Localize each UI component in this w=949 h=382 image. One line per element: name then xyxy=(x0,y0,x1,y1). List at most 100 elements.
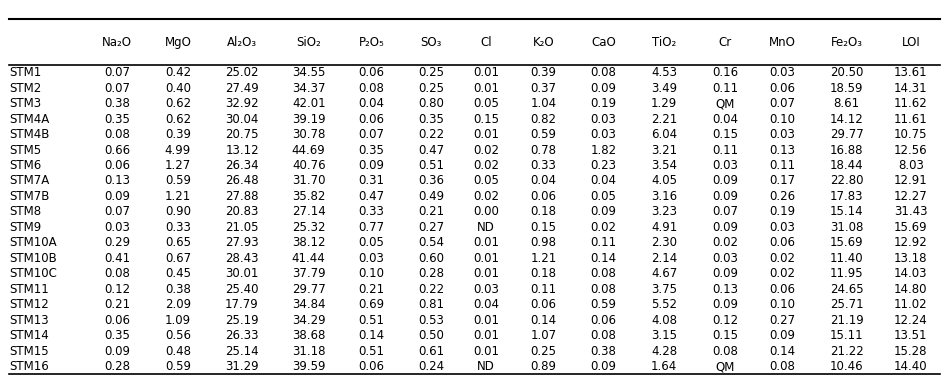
Text: 0.18: 0.18 xyxy=(530,267,556,280)
Text: 30.01: 30.01 xyxy=(225,267,259,280)
Text: 0.10: 0.10 xyxy=(770,113,795,126)
Text: 0.15: 0.15 xyxy=(530,221,556,234)
Text: 0.09: 0.09 xyxy=(590,82,616,95)
Text: 0.04: 0.04 xyxy=(473,298,499,311)
Text: 0.07: 0.07 xyxy=(103,82,130,95)
Text: 2.09: 2.09 xyxy=(165,298,191,311)
Text: 0.66: 0.66 xyxy=(103,144,130,157)
Text: 27.49: 27.49 xyxy=(225,82,259,95)
Text: 0.90: 0.90 xyxy=(165,206,191,219)
Text: 44.69: 44.69 xyxy=(292,144,326,157)
Text: CaO: CaO xyxy=(591,36,616,49)
Text: 18.44: 18.44 xyxy=(830,159,864,172)
Text: 0.22: 0.22 xyxy=(419,128,444,141)
Text: 5.52: 5.52 xyxy=(651,298,678,311)
Text: 26.48: 26.48 xyxy=(225,175,259,188)
Text: 0.21: 0.21 xyxy=(419,206,444,219)
Text: 0.07: 0.07 xyxy=(103,66,130,79)
Text: 0.39: 0.39 xyxy=(530,66,556,79)
Text: 12.91: 12.91 xyxy=(894,175,928,188)
Text: STM1: STM1 xyxy=(9,66,42,79)
Text: QM: QM xyxy=(716,97,735,110)
Text: 0.69: 0.69 xyxy=(358,298,384,311)
Text: Cl: Cl xyxy=(480,36,492,49)
Text: 6.04: 6.04 xyxy=(651,128,678,141)
Text: 0.19: 0.19 xyxy=(770,206,795,219)
Text: 28.43: 28.43 xyxy=(225,252,259,265)
Text: STM16: STM16 xyxy=(9,360,49,373)
Text: 0.09: 0.09 xyxy=(770,329,795,342)
Text: K₂O: K₂O xyxy=(532,36,554,49)
Text: 0.48: 0.48 xyxy=(165,345,191,358)
Text: 0.35: 0.35 xyxy=(104,113,130,126)
Text: 35.82: 35.82 xyxy=(292,190,326,203)
Text: 0.08: 0.08 xyxy=(359,82,384,95)
Text: 30.04: 30.04 xyxy=(225,113,259,126)
Text: 34.37: 34.37 xyxy=(292,82,326,95)
Text: 0.59: 0.59 xyxy=(530,128,556,141)
Text: STM7A: STM7A xyxy=(9,175,49,188)
Text: 0.04: 0.04 xyxy=(590,175,616,188)
Text: LOI: LOI xyxy=(902,36,921,49)
Text: 0.06: 0.06 xyxy=(359,360,384,373)
Text: 0.51: 0.51 xyxy=(359,345,384,358)
Text: MgO: MgO xyxy=(164,36,192,49)
Text: Na₂O: Na₂O xyxy=(102,36,132,49)
Text: 0.06: 0.06 xyxy=(590,314,616,327)
Text: 0.98: 0.98 xyxy=(530,236,556,249)
Text: 0.38: 0.38 xyxy=(165,283,191,296)
Text: 3.75: 3.75 xyxy=(651,283,678,296)
Text: STM14: STM14 xyxy=(9,329,49,342)
Text: 20.83: 20.83 xyxy=(225,206,259,219)
Text: 32.92: 32.92 xyxy=(225,97,259,110)
Text: 0.09: 0.09 xyxy=(590,360,616,373)
Text: 0.08: 0.08 xyxy=(713,345,738,358)
Text: 0.16: 0.16 xyxy=(712,66,738,79)
Text: SO₃: SO₃ xyxy=(420,36,442,49)
Text: 4.08: 4.08 xyxy=(651,314,678,327)
Text: 4.91: 4.91 xyxy=(651,221,678,234)
Text: 0.06: 0.06 xyxy=(359,113,384,126)
Text: 0.03: 0.03 xyxy=(770,128,795,141)
Text: 0.11: 0.11 xyxy=(770,159,795,172)
Text: 1.09: 1.09 xyxy=(165,314,191,327)
Text: 0.12: 0.12 xyxy=(103,283,130,296)
Text: 0.51: 0.51 xyxy=(419,159,444,172)
Text: 0.14: 0.14 xyxy=(530,314,556,327)
Text: 0.40: 0.40 xyxy=(165,82,191,95)
Text: 0.77: 0.77 xyxy=(358,221,384,234)
Text: 1.82: 1.82 xyxy=(590,144,616,157)
Text: 0.51: 0.51 xyxy=(359,314,384,327)
Text: STM10B: STM10B xyxy=(9,252,57,265)
Text: 0.33: 0.33 xyxy=(359,206,384,219)
Text: 0.09: 0.09 xyxy=(103,345,130,358)
Text: STM3: STM3 xyxy=(9,97,42,110)
Text: 39.59: 39.59 xyxy=(292,360,326,373)
Text: 0.28: 0.28 xyxy=(419,267,444,280)
Text: 0.60: 0.60 xyxy=(419,252,444,265)
Text: 2.21: 2.21 xyxy=(651,113,678,126)
Text: 0.38: 0.38 xyxy=(590,345,616,358)
Text: 0.08: 0.08 xyxy=(590,283,616,296)
Text: STM11: STM11 xyxy=(9,283,49,296)
Text: STM12: STM12 xyxy=(9,298,49,311)
Text: 17.79: 17.79 xyxy=(225,298,259,311)
Text: 25.19: 25.19 xyxy=(225,314,259,327)
Text: 20.75: 20.75 xyxy=(225,128,259,141)
Text: 0.11: 0.11 xyxy=(712,144,738,157)
Text: 18.59: 18.59 xyxy=(830,82,864,95)
Text: 8.03: 8.03 xyxy=(898,159,923,172)
Text: 31.08: 31.08 xyxy=(830,221,864,234)
Text: 0.33: 0.33 xyxy=(530,159,556,172)
Text: 0.03: 0.03 xyxy=(770,221,795,234)
Text: 11.62: 11.62 xyxy=(894,97,928,110)
Text: 15.69: 15.69 xyxy=(894,221,928,234)
Text: 25.71: 25.71 xyxy=(830,298,864,311)
Text: 10.46: 10.46 xyxy=(830,360,864,373)
Text: 14.40: 14.40 xyxy=(894,360,928,373)
Text: 0.08: 0.08 xyxy=(104,267,130,280)
Text: 0.29: 0.29 xyxy=(103,236,130,249)
Text: 0.81: 0.81 xyxy=(419,298,444,311)
Text: 4.99: 4.99 xyxy=(165,144,191,157)
Text: 0.08: 0.08 xyxy=(770,360,795,373)
